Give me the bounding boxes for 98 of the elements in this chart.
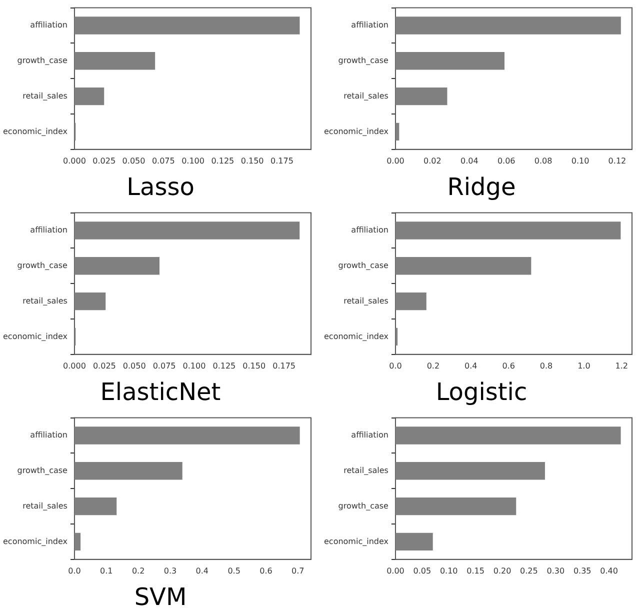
y-tick-label: growth_case xyxy=(338,501,389,510)
y-tick-label: retail_sales xyxy=(344,91,388,100)
x-tick-label: 1.0 xyxy=(578,361,590,370)
x-tick-label: 0.025 xyxy=(92,361,116,370)
y-tick-label: economic_index xyxy=(2,536,68,546)
x-tick-label: 0.06 xyxy=(497,156,516,166)
bar xyxy=(74,462,182,480)
bar xyxy=(74,497,117,516)
x-tick-label: 0.125 xyxy=(211,156,234,166)
x-tick-label: 0.4 xyxy=(464,361,478,370)
bar xyxy=(74,222,300,240)
x-tick-label: 0.125 xyxy=(212,361,236,370)
bar xyxy=(395,52,504,70)
bar xyxy=(395,16,621,34)
x-tick-label: 0.3 xyxy=(164,566,177,576)
x-tick-label: 0.000 xyxy=(63,361,86,370)
bar xyxy=(395,426,621,444)
x-tick-label: 0.000 xyxy=(63,156,86,166)
y-tick-label: economic_index xyxy=(2,126,68,136)
text: Logistic xyxy=(434,377,528,408)
y-tick-label: retail_sales xyxy=(22,296,68,306)
bar xyxy=(74,532,81,551)
x-tick-label: 0.05 xyxy=(413,566,432,576)
bar xyxy=(395,292,426,310)
x-tick-label: 0.4 xyxy=(196,566,209,576)
y-tick-label: growth_case xyxy=(338,56,389,65)
x-tick-label: 0.6 xyxy=(260,566,272,576)
x-tick-label: 0.10 xyxy=(440,566,458,576)
y-tick-label: retail_sales xyxy=(22,91,68,100)
x-tick-label: 0.0 xyxy=(68,566,81,576)
x-tick-label: 0.100 xyxy=(182,361,206,370)
x-tick-label: 0.02 xyxy=(424,156,442,166)
x-tick-label: 0.175 xyxy=(270,156,294,166)
bar xyxy=(395,462,545,480)
x-tick-label: 0.075 xyxy=(152,361,176,370)
y-tick-label: affiliation xyxy=(351,20,388,30)
bar xyxy=(74,257,160,275)
bar xyxy=(395,497,516,516)
bar xyxy=(74,292,106,310)
y-tick-label: growth_case xyxy=(17,56,68,65)
x-tick-label: 0.2 xyxy=(132,566,145,576)
y-tick-label: affiliation xyxy=(30,226,68,235)
y-tick-label: growth_case xyxy=(17,260,68,270)
x-tick-label: 0.15 xyxy=(466,566,484,576)
x-tick-label: 0.0 xyxy=(389,361,402,370)
x-tick-label: 0.2 xyxy=(426,361,440,370)
x-tick-label: 1.2 xyxy=(615,361,628,370)
x-tick-label: 0.5 xyxy=(228,566,240,576)
text: Ridge xyxy=(446,172,517,203)
y-tick-label: affiliation xyxy=(351,226,388,235)
bar xyxy=(395,328,398,346)
x-tick-label: 0.08 xyxy=(534,156,552,166)
y-tick-label: retail_sales xyxy=(344,296,388,306)
bar xyxy=(395,122,400,141)
x-tick-label: 0.40 xyxy=(600,566,618,576)
x-tick-label: 0.025 xyxy=(92,156,116,166)
y-tick-label: growth_case xyxy=(338,260,389,270)
x-tick-label: 0.20 xyxy=(493,566,512,576)
y-tick-label: retail_sales xyxy=(344,466,388,475)
y-tick-label: affiliation xyxy=(351,430,388,440)
y-tick-label: retail_sales xyxy=(22,501,68,510)
x-tick-label: 0.150 xyxy=(240,156,264,166)
x-tick-label: 0.075 xyxy=(152,156,175,166)
x-tick-label: 0.050 xyxy=(122,361,146,370)
x-tick-label: 0.00 xyxy=(386,156,404,166)
x-tick-label: 0.30 xyxy=(546,566,565,576)
text: SVM xyxy=(133,582,188,613)
x-tick-label: 0.100 xyxy=(182,156,204,166)
text: ElasticNet xyxy=(99,377,222,408)
x-tick-label: 0.35 xyxy=(573,566,592,576)
y-tick-label: affiliation xyxy=(30,20,68,30)
y-tick-label: affiliation xyxy=(30,430,68,440)
x-tick-label: 0.175 xyxy=(272,361,296,370)
bar xyxy=(395,257,532,275)
x-tick-label: 0.12 xyxy=(608,156,626,166)
x-tick-label: 0.050 xyxy=(122,156,146,166)
y-tick-label: economic_index xyxy=(2,332,68,341)
bar xyxy=(74,52,156,70)
x-tick-label: 0.10 xyxy=(571,156,590,166)
bar xyxy=(395,87,448,106)
x-tick-label: 0.1 xyxy=(100,566,113,576)
x-tick-label: 0.8 xyxy=(540,361,553,370)
y-tick-label: growth_case xyxy=(17,466,68,475)
bar xyxy=(395,222,621,240)
bar xyxy=(74,426,300,444)
y-tick-label: economic_index xyxy=(324,536,389,546)
bar xyxy=(74,87,104,106)
x-tick-label: 0.00 xyxy=(386,566,404,576)
x-tick-label: 0.150 xyxy=(242,361,266,370)
x-tick-label: 0.25 xyxy=(520,566,538,576)
bar xyxy=(74,16,300,34)
text: Lasso xyxy=(126,172,196,203)
x-tick-label: 0.04 xyxy=(460,156,478,166)
y-tick-label: economic_index xyxy=(324,332,389,341)
bar xyxy=(395,532,433,551)
x-tick-label: 0.6 xyxy=(502,361,515,370)
x-tick-label: 0.7 xyxy=(292,566,304,576)
y-tick-label: economic_index xyxy=(324,126,389,136)
